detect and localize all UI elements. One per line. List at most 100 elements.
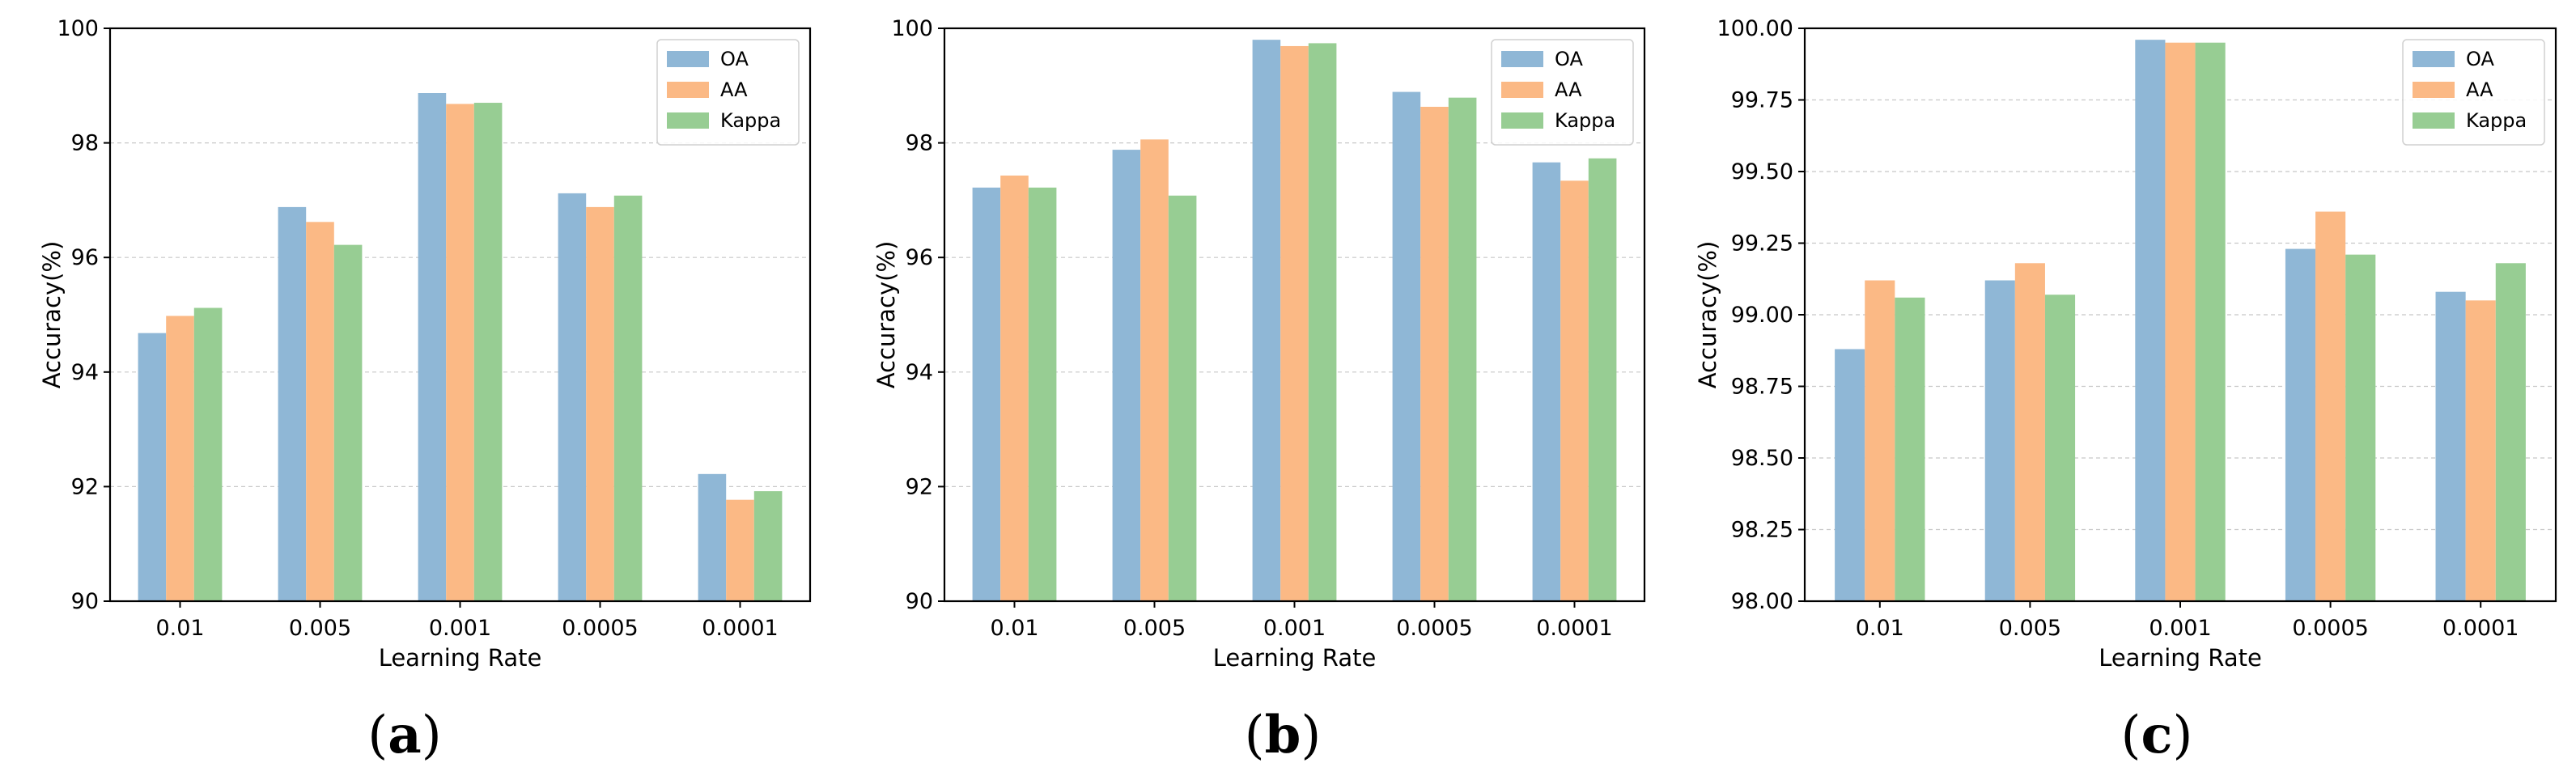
bar-aa-0.0005 — [2315, 211, 2346, 601]
bar-oa-0.01 — [138, 333, 167, 601]
bar-aa-0.0001 — [2465, 300, 2496, 601]
bar-oa-0.0005 — [2285, 248, 2316, 601]
y-tick-label: 98 — [71, 131, 99, 156]
x-tick-label: 0.005 — [1123, 616, 1186, 641]
bar-aa-0.0005 — [1420, 106, 1449, 602]
y-tick-label: 100 — [891, 16, 933, 41]
bar-kappa-0.0005 — [613, 195, 643, 601]
bar-aa-0.001 — [2165, 42, 2196, 601]
x-axis-label: Learning Rate — [1213, 644, 1377, 672]
bar-aa-0.001 — [446, 104, 474, 601]
bar-kappa-0.001 — [1308, 43, 1337, 601]
bar-kappa-0.005 — [2044, 295, 2076, 601]
panel-label-letter: b — [1265, 705, 1301, 765]
panel-label-close: ) — [2172, 706, 2192, 765]
bar-oa-0.001 — [2135, 40, 2166, 602]
bar-oa-0.0001 — [2435, 291, 2466, 601]
legend-label-oa: OA — [1555, 48, 1583, 70]
x-tick-label: 0.0005 — [1396, 616, 1472, 641]
chart-panel-a: 90 92 94 96 98 100 0.01 0.005 0.001 0.0005 0.0001 L… — [38, 16, 812, 765]
y-tick-label: 100.00 — [1717, 16, 1793, 41]
legend-label-oa: OA — [720, 48, 749, 70]
y-tick-label: 100 — [57, 16, 99, 41]
bar-kappa-0.0005 — [2345, 254, 2376, 601]
bar-aa-0.0005 — [586, 206, 614, 601]
legend-swatch-kappa — [2413, 112, 2455, 129]
legend-label-kappa: Kappa — [720, 109, 781, 132]
y-tick-label: 98.00 — [1731, 589, 1793, 614]
y-tick-label: 92 — [71, 474, 99, 499]
legend-swatch-kappa — [667, 112, 709, 129]
y-tick-label: 98 — [906, 131, 933, 156]
x-tick-label: 0.01 — [1856, 616, 1904, 641]
x-tick-label: 0.001 — [1263, 616, 1326, 641]
bar-oa-0.01 — [1835, 349, 1865, 601]
y-tick-label: 99.75 — [1731, 88, 1793, 113]
x-axis-label: Learning Rate — [2099, 644, 2262, 672]
y-tick-label: 96 — [906, 245, 933, 270]
y-tick-label: 98.25 — [1731, 518, 1793, 543]
bar-kappa-0.0005 — [1448, 97, 1477, 602]
bar-oa-0.01 — [972, 187, 1001, 601]
panel-label-letter: a — [388, 705, 421, 765]
panel-label: (a) — [367, 705, 441, 765]
bar-aa-0.0001 — [726, 499, 754, 601]
y-tick-label: 96 — [71, 245, 99, 270]
bar-oa-0.0001 — [698, 473, 727, 601]
y-tick-label: 98.50 — [1731, 446, 1793, 471]
x-tick-label: 0.001 — [429, 616, 491, 641]
y-tick-label: 98.75 — [1731, 375, 1793, 400]
bar-oa-0.001 — [418, 93, 447, 601]
bar-aa-0.005 — [306, 222, 334, 601]
y-axis-label: Accuracy(%) — [872, 241, 900, 389]
y-tick-label: 99.50 — [1731, 159, 1793, 184]
y-tick-label: 90 — [906, 589, 933, 614]
bar-kappa-0.0001 — [753, 491, 783, 601]
x-tick-label: 0.0005 — [562, 616, 638, 641]
panel-label-close: ) — [422, 706, 442, 765]
bar-kappa-0.01 — [1895, 297, 1925, 601]
x-axis-label: Learning Rate — [379, 644, 542, 672]
bar-aa-0.0001 — [1560, 180, 1589, 601]
legend: OA AA Kappa — [1491, 39, 1634, 146]
x-tick-label: 0.005 — [289, 616, 351, 641]
y-axis-label: Accuracy(%) — [38, 241, 66, 389]
legend-swatch-oa — [2413, 51, 2455, 67]
chart-panel-c: 98.00 98.25 98.50 98.75 99.00 99.25 99.50 99.75… — [1694, 16, 2557, 765]
legend-label-aa: AA — [720, 78, 748, 101]
bar-aa-0.005 — [1140, 139, 1169, 602]
x-tick-label: 0.001 — [2149, 616, 2211, 641]
bar-oa-0.001 — [1252, 40, 1281, 602]
bar-kappa-0.01 — [193, 307, 223, 601]
bar-oa-0.0001 — [1532, 162, 1561, 601]
bar-aa-0.005 — [2014, 263, 2045, 601]
y-tick-label: 94 — [906, 360, 933, 385]
x-tick-label: 0.01 — [155, 616, 204, 641]
legend: OA AA Kappa — [656, 39, 800, 146]
panel-label-open: ( — [367, 706, 388, 765]
x-tick-label: 0.01 — [990, 616, 1038, 641]
y-tick-label: 92 — [906, 474, 933, 499]
x-tick-label: 0.0001 — [702, 616, 778, 641]
bar-kappa-0.005 — [333, 244, 363, 601]
bar-kappa-0.001 — [473, 103, 503, 602]
x-tick-label: 0.0001 — [1536, 616, 1612, 641]
bar-oa-0.0005 — [558, 193, 587, 602]
legend-label-kappa: Kappa — [2466, 109, 2527, 132]
y-tick-label: 99.00 — [1731, 303, 1793, 328]
legend-swatch-kappa — [1501, 112, 1543, 129]
bar-oa-0.005 — [1984, 280, 2015, 601]
bar-oa-0.005 — [278, 206, 307, 601]
bar-aa-0.01 — [1000, 175, 1029, 601]
legend-label-kappa: Kappa — [1555, 109, 1615, 132]
x-tick-label: 0.005 — [1999, 616, 2061, 641]
y-tick-label: 94 — [71, 360, 99, 385]
panel-label: (c) — [2121, 705, 2193, 765]
panel-label: (b) — [1245, 705, 1322, 765]
legend: OA AA Kappa — [2402, 39, 2545, 146]
bar-kappa-0.01 — [1028, 187, 1057, 601]
bar-kappa-0.005 — [1168, 195, 1197, 601]
panel-label-letter: c — [2141, 705, 2173, 765]
